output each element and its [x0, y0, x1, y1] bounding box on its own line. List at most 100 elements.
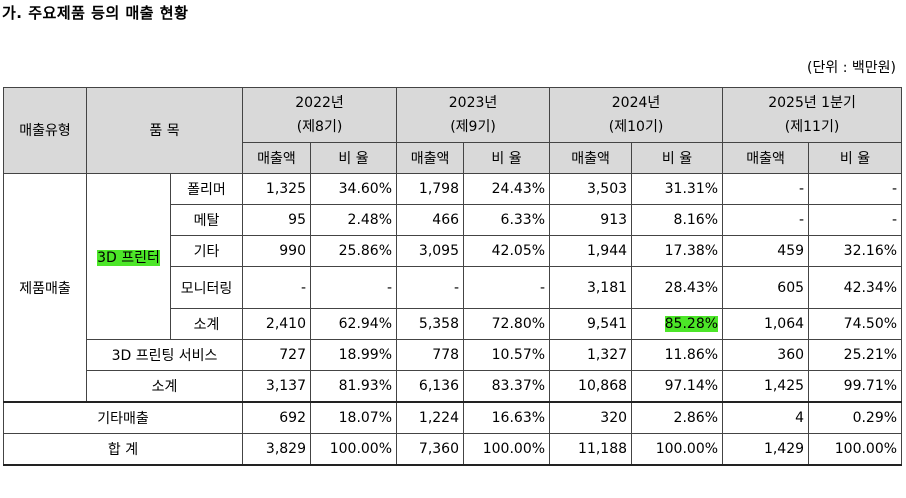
- cell: 913: [549, 204, 633, 236]
- cell: 42.34%: [808, 266, 903, 309]
- header-period-2023: 2023년 (제9기): [396, 87, 551, 143]
- printer-label: 3D 프린터: [86, 173, 171, 340]
- cell: 72.80%: [463, 308, 551, 340]
- cell: 2,410: [242, 308, 311, 340]
- item-label: 폴리머: [170, 173, 243, 205]
- cell: -: [808, 204, 903, 236]
- item-label: 소계: [170, 308, 243, 340]
- cell: 99.71%: [808, 370, 903, 403]
- cell: 990: [242, 235, 311, 267]
- cell: 5,358: [396, 308, 465, 340]
- period-year: 2023년: [448, 95, 498, 111]
- cell: 320: [549, 401, 633, 434]
- cell: 6,136: [396, 370, 465, 403]
- product-sales-label: 제품매출: [3, 173, 87, 403]
- cell: 24.43%: [463, 173, 551, 205]
- cell: 25.86%: [309, 235, 398, 267]
- cell: 1,064: [722, 308, 810, 340]
- cell: 3,829: [242, 433, 311, 466]
- table-row: 소계 2,410 62.94% 5,358 72.80% 9,541 85.28…: [4, 308, 903, 340]
- header-sales: 매출액: [549, 142, 633, 174]
- header-sales: 매출액: [242, 142, 311, 174]
- cell: 1,425: [722, 370, 810, 403]
- header-ratio: 비 율: [631, 142, 724, 174]
- header-period-2025q1: 2025년 1분기 (제11기): [722, 87, 903, 143]
- cell: 62.94%: [309, 308, 398, 340]
- highlight: 3D 프린터: [97, 249, 160, 266]
- header-sales: 매출액: [396, 142, 465, 174]
- cell: 97.14%: [631, 370, 724, 403]
- cell: 10,868: [549, 370, 633, 403]
- period-term: (제8기): [296, 119, 343, 135]
- cell: -: [808, 173, 903, 205]
- cell: 727: [242, 339, 311, 371]
- cell: 34.60%: [309, 173, 398, 205]
- cell: -: [309, 266, 398, 309]
- period-year: 2024년: [611, 95, 661, 111]
- cell: -: [463, 266, 551, 309]
- header-sales-type: 매출유형: [3, 87, 87, 174]
- period-term: (제9기): [450, 119, 496, 135]
- unit-label: (단위 : 백만원): [807, 60, 896, 76]
- cell: 100.00%: [631, 433, 724, 466]
- cell: 360: [722, 339, 810, 371]
- highlight: 85.28%: [664, 316, 719, 332]
- item-label: 소계: [86, 370, 243, 403]
- cell: 605: [722, 266, 810, 309]
- table-row: 기타 990 25.86% 3,095 42.05% 1,944 17.38% …: [4, 235, 903, 267]
- cell: 81.93%: [309, 370, 398, 403]
- cell: -: [396, 266, 465, 309]
- cell: -: [722, 204, 810, 236]
- header-period-2022: 2022년 (제8기): [241, 87, 398, 143]
- cell: 9,541: [549, 308, 633, 340]
- period-year: 2022년: [295, 95, 344, 111]
- cell: 4: [722, 401, 810, 434]
- cell: 42.05%: [463, 235, 551, 267]
- cell: 692: [242, 401, 311, 434]
- cell: 31.31%: [631, 173, 724, 205]
- table-row: 3D 프린팅 서비스 727 18.99% 778 10.57% 1,327 1…: [4, 339, 903, 371]
- cell: 1,429: [722, 433, 810, 466]
- cell: 7,360: [396, 433, 465, 466]
- cell: 1,327: [549, 339, 633, 371]
- cell: 3,095: [396, 235, 465, 267]
- cell: 3,137: [242, 370, 311, 403]
- cell: 18.07%: [309, 401, 398, 434]
- cell: 1,944: [549, 235, 633, 267]
- item-label: 3D 프린팅 서비스: [86, 339, 243, 371]
- item-label: 기타: [170, 235, 243, 267]
- cell: 10.57%: [463, 339, 551, 371]
- cell: 1,798: [396, 173, 465, 205]
- cell: 85.28%: [631, 308, 724, 340]
- cell: -: [722, 173, 810, 205]
- cell: 18.99%: [309, 339, 398, 371]
- header-sales: 매출액: [722, 142, 810, 174]
- cell: 3,503: [549, 173, 633, 205]
- cell: 28.43%: [631, 266, 724, 309]
- cell: 466: [396, 204, 465, 236]
- cell: 25.21%: [808, 339, 903, 371]
- cell: 2.48%: [309, 204, 398, 236]
- period-term: (제11기): [784, 119, 840, 135]
- cell: 100.00%: [309, 433, 398, 466]
- header-ratio: 비 율: [309, 142, 398, 174]
- period-term: (제10기): [608, 119, 664, 135]
- cell: 0.29%: [808, 401, 903, 434]
- cell: -: [242, 266, 311, 309]
- sales-table: 매출유형 품 목 2022년 (제8기) 2023년 (제9기) 2024년 (…: [3, 87, 903, 466]
- table-row: 합 계 3,829 100.00% 7,360 100.00% 11,188 1…: [3, 433, 903, 466]
- table-row: 메탈 95 2.48% 466 6.33% 913 8.16% - -: [4, 204, 903, 236]
- table-row: 모니터링 - - - - 3,181 28.43% 605 42.34%: [4, 266, 903, 309]
- table-row: 제품매출 3D 프린터 폴리머 1,325 34.60% 1,798 24.43…: [3, 173, 903, 403]
- cell: 74.50%: [808, 308, 903, 340]
- period-year: 2025년 1분기: [768, 95, 856, 111]
- header-ratio: 비 율: [808, 142, 903, 174]
- cell: 11,188: [549, 433, 633, 466]
- cell: 1,224: [396, 401, 465, 434]
- table-row: 소계 3,137 81.93% 6,136 83.37% 10,868 97.1…: [4, 370, 903, 403]
- cell: 100.00%: [463, 433, 551, 466]
- cell: 16.63%: [463, 401, 551, 434]
- total-label: 합 계: [3, 433, 243, 466]
- cell: 2.86%: [631, 401, 724, 434]
- section-title: 가. 주요제품 등의 매출 현황: [2, 4, 189, 22]
